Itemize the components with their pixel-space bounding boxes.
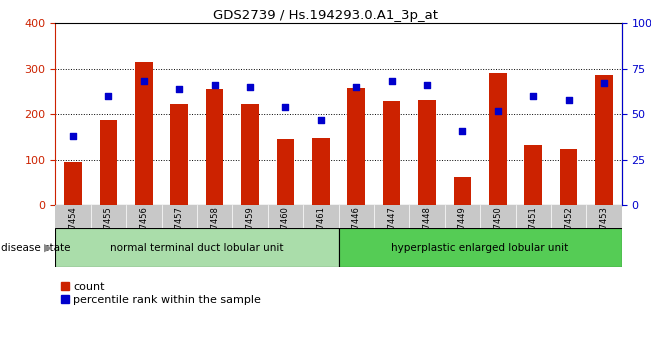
Point: [422, 82, 432, 88]
Bar: [100, 120, 117, 205]
Point: [210, 82, 220, 88]
Text: hyperplastic enlarged lobular unit: hyperplastic enlarged lobular unit: [391, 243, 569, 253]
Bar: [241, 104, 259, 205]
Text: disease state: disease state: [1, 243, 71, 253]
Text: GSM177459: GSM177459: [245, 206, 255, 257]
Bar: [277, 139, 294, 205]
Bar: [383, 101, 400, 205]
Bar: [454, 177, 471, 205]
Text: GSM177446: GSM177446: [352, 206, 361, 257]
Point: [316, 117, 326, 122]
Text: GSM177455: GSM177455: [104, 206, 113, 257]
Text: GSM177449: GSM177449: [458, 206, 467, 257]
Text: GSM177458: GSM177458: [210, 206, 219, 257]
Bar: [348, 88, 365, 205]
Text: GSM177461: GSM177461: [316, 206, 326, 257]
Bar: [55, 228, 339, 267]
Text: GSM177452: GSM177452: [564, 206, 573, 257]
Bar: [560, 149, 577, 205]
Text: GSM177454: GSM177454: [68, 206, 77, 257]
Text: GSM177447: GSM177447: [387, 206, 396, 257]
Bar: [595, 74, 613, 205]
Text: GSM177450: GSM177450: [493, 206, 503, 257]
Bar: [339, 228, 622, 267]
Point: [139, 79, 149, 84]
Text: GDS2739 / Hs.194293.0.A1_3p_at: GDS2739 / Hs.194293.0.A1_3p_at: [213, 9, 438, 22]
Text: GSM177453: GSM177453: [600, 206, 609, 257]
Point: [599, 80, 609, 86]
Text: GSM177456: GSM177456: [139, 206, 148, 257]
Bar: [312, 138, 329, 205]
Point: [457, 128, 467, 133]
Bar: [524, 145, 542, 205]
Text: GSM177460: GSM177460: [281, 206, 290, 257]
Point: [563, 97, 574, 102]
Bar: [206, 89, 223, 205]
Text: ▶: ▶: [44, 243, 52, 253]
Point: [528, 93, 538, 99]
Point: [245, 84, 255, 90]
Bar: [135, 62, 153, 205]
Point: [351, 84, 361, 90]
Text: normal terminal duct lobular unit: normal terminal duct lobular unit: [110, 243, 284, 253]
Bar: [171, 104, 188, 205]
Point: [104, 93, 114, 99]
Bar: [489, 73, 506, 205]
Point: [68, 133, 78, 139]
Legend: count, percentile rank within the sample: count, percentile rank within the sample: [61, 282, 261, 305]
Text: GSM177448: GSM177448: [422, 206, 432, 257]
Point: [280, 104, 290, 110]
Text: GSM177451: GSM177451: [529, 206, 538, 257]
Point: [493, 108, 503, 113]
Bar: [418, 101, 436, 205]
Point: [174, 86, 184, 91]
Bar: [64, 162, 82, 205]
Point: [387, 79, 397, 84]
Text: GSM177457: GSM177457: [174, 206, 184, 257]
